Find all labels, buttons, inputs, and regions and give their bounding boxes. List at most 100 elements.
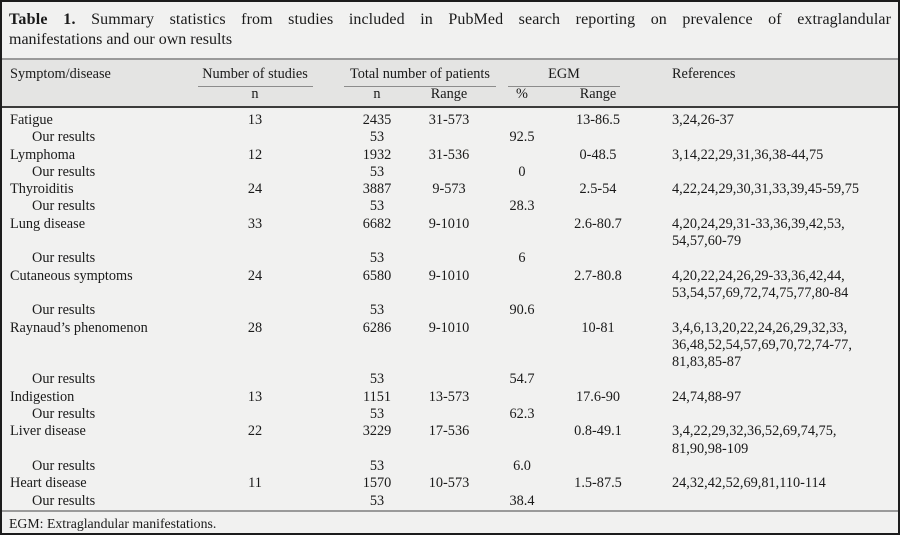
table-header: Symptom/disease Number of studies Total … (2, 58, 898, 108)
cell-patients-n: 53 (369, 302, 385, 319)
cell-egm-range: 2.7-80.8 (574, 267, 622, 284)
cell-egm-pct: 38.4 (509, 492, 535, 509)
cell-patients-n: 1570 (362, 475, 392, 492)
cell-egm-range: 2.5-54 (579, 181, 617, 198)
references-line: 4,22,24,29,30,31,33,39,45-59,75 (672, 181, 860, 198)
table-title-label: Table 1. (9, 11, 76, 28)
cell-patients-range: 17-536 (428, 423, 470, 440)
cell-studies-n: 11 (248, 475, 262, 492)
column-group-number-of-studies: Number of studies (180, 66, 330, 87)
cell-patients-range: 9-1010 (428, 215, 470, 232)
cell-egm-range: 2.6-80.7 (574, 215, 622, 232)
table-row: Our results 53 28.3 (8, 198, 898, 215)
references-line: 3,14,22,29,31,36,38-44,75 (672, 146, 824, 163)
cell-references: 3,4,6,13,20,22,24,26,29,32,33, 36,48,52,5… (626, 320, 898, 372)
header-sub-row: n n Range % Range (8, 84, 898, 104)
cell-references: 3,14,22,29,31,36,38-44,75 (626, 147, 898, 164)
column-header-references: References (672, 66, 736, 82)
cell-patients-n: 6682 (362, 215, 392, 232)
cell-references: 4,22,24,29,30,31,33,39,45-59,75 (626, 181, 898, 198)
cell-symptom: Our results (32, 198, 96, 215)
cell-studies-n: 28 (247, 319, 263, 336)
table-row: Our results 53 54.7 (8, 371, 898, 388)
column-group-total-patients: Total number of patients (330, 66, 496, 87)
table-row: Indigestion 13 1151 13-573 17.6-90 24,74,88-9… (8, 389, 898, 406)
cell-studies-n: 24 (247, 181, 263, 198)
cell-patients-range: 10-573 (428, 475, 470, 492)
cell-symptom: Thyroiditis (10, 181, 74, 198)
subheader-egm-pct: % (516, 86, 528, 102)
column-header-symptom: Symptom/disease (10, 66, 111, 82)
cell-egm-pct: 54.7 (509, 371, 535, 388)
cell-symptom: Our results (32, 302, 96, 319)
cell-symptom: Raynaud’s phenomenon (10, 319, 148, 336)
table-row: Lung disease 33 6682 9-1010 2.6-80.7 4,20,24,… (8, 216, 898, 251)
cell-egm-pct: 28.3 (509, 198, 535, 215)
cell-symptom: Our results (32, 371, 96, 388)
table-row: Our results 53 90.6 (8, 302, 898, 319)
table-row: Cutaneous symptoms 24 6580 9-1010 2.7-80.8 4,… (8, 268, 898, 303)
references-line: 24,74,88-97 (672, 388, 742, 405)
table-title: Table 1. Summary statistics from studies… (2, 2, 898, 58)
table-row: Heart disease 11 1570 10-573 1.5-87.5 24,32,4… (8, 475, 898, 492)
cell-egm-range: 1.5-87.5 (574, 475, 622, 492)
cell-egm-pct: 6 (518, 250, 526, 267)
cell-patients-n: 53 (369, 198, 385, 215)
table-title-line2: manifestations and our own results (9, 30, 233, 48)
cell-symptom: Our results (32, 457, 96, 474)
cell-studies-n: 24 (247, 267, 263, 284)
cell-patients-range: 31-573 (428, 112, 470, 128)
header-group-row: Symptom/disease Number of studies Total … (8, 60, 898, 87)
cell-patients-n: 3887 (362, 181, 392, 198)
column-group-egm: EGM (474, 66, 626, 87)
cell-studies-n: 33 (247, 215, 263, 232)
table-row: Our results 53 6 (8, 250, 898, 267)
cell-patients-n: 53 (369, 163, 385, 180)
cell-patients-n: 53 (369, 250, 385, 267)
table-row: Thyroiditis 24 3887 9-573 2.5-54 4,22,24,29,3… (8, 181, 898, 198)
subheader-studies-n: n (251, 86, 259, 102)
references-line: 3,24,26-37 (672, 112, 734, 128)
cell-egm-range: 17.6-90 (575, 388, 621, 405)
table-title-line1: Table 1. Summary statistics from studies… (9, 10, 891, 30)
references-line: 81,83,85-87 (672, 354, 742, 371)
cell-references: 24,74,88-97 (626, 389, 898, 406)
cell-patients-n: 53 (369, 129, 385, 146)
cell-symptom: Fatigue (10, 112, 53, 128)
cell-symptom: Our results (32, 406, 96, 423)
cell-patients-n: 53 (369, 457, 385, 474)
cell-patients-range: 31-536 (428, 146, 470, 163)
cell-symptom: Our results (32, 492, 96, 509)
cell-references: 3,24,26-37 (626, 112, 898, 129)
cell-studies-n: 12 (247, 146, 263, 163)
subheader-patients-n: n (373, 86, 381, 102)
cell-patients-n: 53 (369, 406, 385, 423)
subheader-egm-range: Range (579, 86, 617, 102)
cell-symptom: Our results (32, 163, 96, 180)
table-row: Our results 53 62.3 (8, 406, 898, 423)
table-title-text: Summary statistics from studies included… (91, 11, 891, 28)
table-row: Raynaud’s phenomenon 28 6286 9-1010 10-81 3,4… (8, 320, 898, 372)
references-line: 54,57,60-79 (672, 233, 742, 250)
cell-egm-range: 10-81 (581, 319, 615, 336)
table-row: Our results 53 92.5 (8, 129, 898, 146)
table-body: Fatigue 13 2435 31-573 13-86.5 3,24,26-37 Our … (2, 108, 898, 510)
references-line: 4,20,22,24,26,29-33,36,42,44, (672, 267, 845, 284)
cell-symptom: Heart disease (10, 475, 87, 492)
references-line: 24,32,42,52,69,81,110-114 (672, 475, 826, 492)
table-row: Liver disease 22 3229 17-536 0.8-49.1 3,4,22,… (8, 423, 898, 458)
cell-patients-range: 13-573 (428, 388, 470, 405)
table-footnote-block: EGM: Extraglandular manifestations. (2, 509, 898, 532)
cell-symptom: Our results (32, 129, 96, 146)
references-line: 4,20,24,29,31-33,36,39,42,53, (672, 215, 845, 232)
references-line: 3,4,22,29,32,36,52,69,74,75, (672, 423, 837, 440)
references-line: 81,90,98-109 (672, 440, 749, 457)
references-line: 36,48,52,54,57,69,70,72,74-77, (672, 336, 852, 353)
cell-patients-n: 6580 (362, 267, 392, 284)
cell-patients-n: 1932 (362, 146, 392, 163)
cell-egm-pct: 90.6 (509, 302, 535, 319)
cell-patients-range: 9-1010 (428, 267, 470, 284)
cell-symptom: Liver disease (10, 423, 86, 440)
cell-symptom: Lung disease (10, 215, 86, 232)
